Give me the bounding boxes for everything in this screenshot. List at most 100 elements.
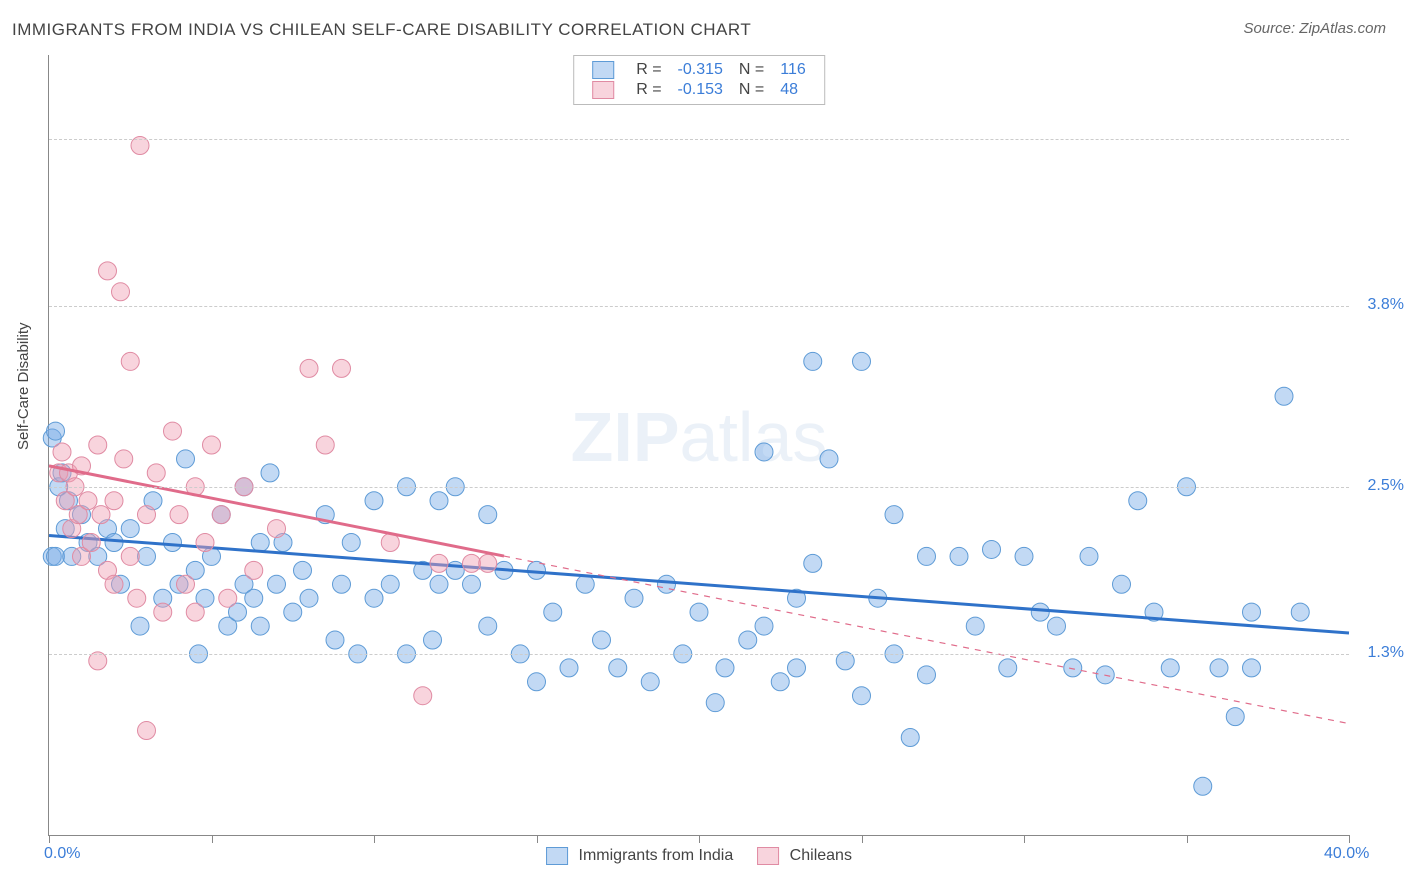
data-point xyxy=(1080,547,1098,565)
data-point xyxy=(1210,659,1228,677)
data-point xyxy=(641,673,659,691)
data-point xyxy=(430,554,448,572)
data-point xyxy=(771,673,789,691)
data-point xyxy=(853,687,871,705)
data-point xyxy=(950,547,968,565)
data-point xyxy=(463,575,481,593)
y-tick-label: 2.5% xyxy=(1368,477,1404,495)
data-point xyxy=(333,575,351,593)
legend-swatch xyxy=(757,847,779,865)
data-point xyxy=(251,534,269,552)
gridline xyxy=(49,487,1349,488)
data-point xyxy=(716,659,734,677)
data-point xyxy=(53,443,71,461)
data-point xyxy=(658,575,676,593)
data-point xyxy=(755,443,773,461)
x-tick xyxy=(699,835,700,843)
x-tick xyxy=(1187,835,1188,843)
gridline xyxy=(49,654,1349,655)
gridline xyxy=(49,139,1349,140)
plot-svg xyxy=(49,55,1349,835)
x-tick xyxy=(537,835,538,843)
data-point xyxy=(788,659,806,677)
data-point xyxy=(203,436,221,454)
data-point xyxy=(170,506,188,524)
data-point xyxy=(1064,659,1082,677)
data-point xyxy=(365,589,383,607)
data-point xyxy=(1015,547,1033,565)
data-point xyxy=(82,534,100,552)
y-axis-label: Self-Care Disability xyxy=(15,322,32,450)
data-point xyxy=(326,631,344,649)
x-tick xyxy=(374,835,375,843)
data-point xyxy=(1031,603,1049,621)
data-point xyxy=(47,422,65,440)
data-point xyxy=(342,534,360,552)
chart-container: IMMIGRANTS FROM INDIA VS CHILEAN SELF-CA… xyxy=(0,0,1406,892)
data-point xyxy=(804,352,822,370)
data-point xyxy=(300,589,318,607)
data-point xyxy=(918,666,936,684)
data-point xyxy=(138,506,156,524)
data-point xyxy=(901,729,919,747)
data-point xyxy=(1161,659,1179,677)
source-label: Source: ZipAtlas.com xyxy=(1243,20,1386,37)
data-point xyxy=(121,352,139,370)
data-point xyxy=(1291,603,1309,621)
plot-area: ZIPatlas R =-0.315N =116R =-0.153N =48 I… xyxy=(48,55,1349,836)
data-point xyxy=(251,617,269,635)
data-point xyxy=(128,589,146,607)
data-point xyxy=(105,534,123,552)
data-point xyxy=(918,547,936,565)
data-point xyxy=(1275,387,1293,405)
data-point xyxy=(154,603,172,621)
legend-label: Immigrants from India xyxy=(579,847,734,864)
data-point xyxy=(479,617,497,635)
data-point xyxy=(560,659,578,677)
data-point xyxy=(999,659,1017,677)
data-point xyxy=(89,436,107,454)
data-point xyxy=(414,687,432,705)
data-point xyxy=(284,603,302,621)
data-point xyxy=(196,534,214,552)
data-point xyxy=(47,547,65,565)
data-point xyxy=(544,603,562,621)
data-point xyxy=(885,506,903,524)
data-point xyxy=(245,561,263,579)
data-point xyxy=(690,603,708,621)
data-point xyxy=(609,659,627,677)
x-tick xyxy=(212,835,213,843)
data-point xyxy=(219,589,237,607)
data-point xyxy=(121,520,139,538)
data-point xyxy=(164,422,182,440)
data-point xyxy=(245,589,263,607)
data-point xyxy=(105,492,123,510)
data-point xyxy=(1243,603,1261,621)
data-point xyxy=(177,575,195,593)
data-point xyxy=(1194,777,1212,795)
x-tick xyxy=(1349,835,1350,843)
data-point xyxy=(576,575,594,593)
data-point xyxy=(853,352,871,370)
data-point xyxy=(966,617,984,635)
data-point xyxy=(105,575,123,593)
data-point xyxy=(99,262,117,280)
x-tick-label: 0.0% xyxy=(44,845,80,863)
data-point xyxy=(138,722,156,740)
data-point xyxy=(316,436,334,454)
data-point xyxy=(333,359,351,377)
data-point xyxy=(820,450,838,468)
legend-label: Chileans xyxy=(790,847,852,864)
data-point xyxy=(430,575,448,593)
data-point xyxy=(294,561,312,579)
data-point xyxy=(147,464,165,482)
data-point xyxy=(739,631,757,649)
data-point xyxy=(212,506,230,524)
data-point xyxy=(593,631,611,649)
data-point xyxy=(463,554,481,572)
x-tick xyxy=(862,835,863,843)
data-point xyxy=(1243,659,1261,677)
data-point xyxy=(804,554,822,572)
x-tick-label: 40.0% xyxy=(1324,845,1369,863)
legend-series: Immigrants from India Chileans xyxy=(534,847,864,865)
